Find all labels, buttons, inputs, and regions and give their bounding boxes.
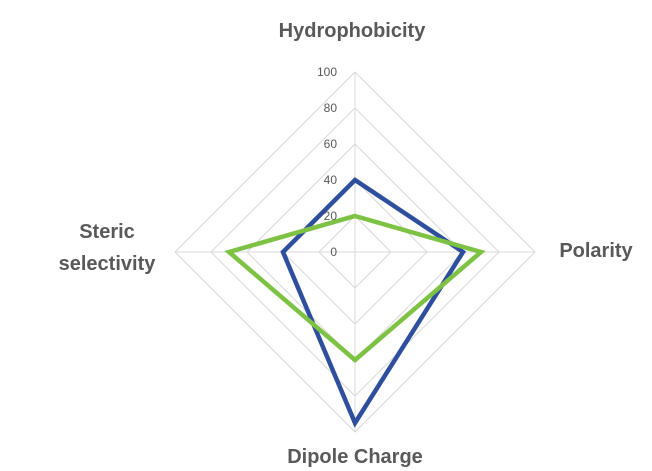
radar-axis-labels: Hydrophobicity Polarity Dipole Charge Steri… [59, 20, 634, 468]
axis-label-line: Dipole Charge [287, 446, 423, 468]
axis-label-dipole-charge: Dipole Charge [287, 446, 423, 468]
tick-label-0: 0 [330, 245, 337, 259]
axis-label-line: Hydrophobicity [279, 20, 427, 42]
axis-label-line: selectivity [59, 253, 157, 275]
series-line-2 [224, 213, 486, 363]
tick-label-100: 100 [317, 65, 337, 79]
tick-label-20: 20 [324, 209, 338, 223]
axis-label-hydrophobicity: Hydrophobicity [279, 20, 427, 42]
radar-series-group [224, 177, 486, 428]
axis-label-line: Polarity [559, 240, 633, 262]
axis-label-line: Steric [79, 221, 135, 243]
tick-label-80: 80 [324, 101, 338, 115]
tick-label-40: 40 [324, 173, 338, 187]
axis-label-polarity: Polarity [559, 240, 633, 262]
axis-label-steric-selectivity: Steric selectivity [59, 221, 157, 275]
tick-label-60: 60 [324, 137, 338, 151]
radar-tick-labels: 0 20 40 60 80 100 [317, 65, 337, 259]
